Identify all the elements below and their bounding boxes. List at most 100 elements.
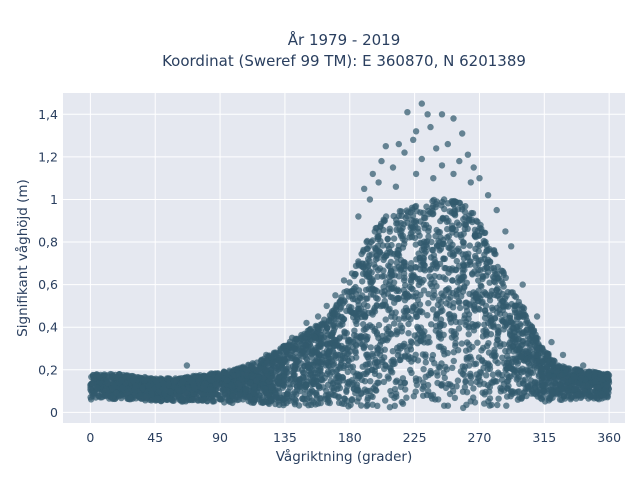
data-point [497, 384, 504, 392]
data-point [518, 353, 525, 361]
data-point [322, 327, 330, 335]
data-point [458, 293, 465, 300]
data-point [242, 366, 250, 373]
data-point [470, 394, 477, 401]
data-point [470, 164, 477, 171]
data-point [391, 272, 398, 279]
data-point [411, 332, 418, 339]
data-point [298, 360, 305, 367]
data-point [288, 334, 296, 341]
data-point [422, 373, 429, 380]
data-point [378, 157, 385, 165]
data-point [417, 307, 424, 314]
data-point [348, 293, 355, 300]
data-point [221, 399, 228, 406]
data-point [162, 387, 169, 394]
data-point [248, 372, 255, 380]
data-point [290, 391, 297, 398]
data-point [400, 270, 408, 277]
data-point [330, 321, 338, 328]
data-point [386, 404, 394, 411]
data-point [422, 359, 429, 366]
data-point [420, 331, 427, 338]
y-tick-label: 0,4 [38, 320, 58, 335]
data-point [449, 304, 457, 311]
data-point [491, 349, 498, 356]
data-point [275, 373, 283, 381]
data-point [372, 244, 379, 252]
data-point [352, 349, 359, 356]
data-point [424, 312, 431, 319]
data-point [469, 270, 476, 277]
data-point [407, 366, 414, 374]
data-point [493, 341, 500, 348]
data-point [412, 302, 419, 309]
data-point [359, 270, 367, 277]
data-point [517, 322, 524, 329]
data-point [109, 385, 116, 392]
data-point [365, 270, 372, 277]
data-point [369, 285, 376, 292]
data-point [384, 373, 391, 380]
data-point [277, 346, 284, 354]
data-point [519, 281, 526, 288]
data-point [435, 228, 442, 236]
data-point [460, 404, 467, 412]
data-point [437, 304, 445, 311]
data-point [395, 287, 402, 295]
data-point [305, 343, 312, 350]
data-point [399, 244, 407, 251]
data-point [319, 340, 326, 347]
data-point [127, 394, 134, 402]
data-point [387, 258, 395, 266]
data-point [323, 335, 331, 342]
data-point [489, 306, 497, 313]
data-point [238, 376, 245, 383]
data-point [378, 273, 386, 280]
data-point [417, 209, 424, 216]
data-point [401, 313, 408, 320]
data-point [455, 298, 462, 305]
data-point [331, 315, 338, 323]
data-point [481, 229, 488, 236]
data-point [441, 205, 448, 213]
data-point [467, 261, 474, 268]
data-point [366, 242, 373, 250]
data-points [87, 100, 613, 412]
data-point [448, 245, 455, 252]
data-point [118, 377, 125, 384]
data-point [483, 342, 491, 350]
data-point [534, 335, 541, 342]
data-point [461, 225, 468, 233]
data-point [371, 304, 378, 312]
data-point [603, 381, 610, 389]
data-point [494, 369, 502, 376]
data-point [427, 123, 434, 131]
data-point [494, 401, 501, 409]
data-point [361, 185, 368, 192]
data-point [463, 339, 471, 346]
data-point [382, 362, 389, 370]
data-point [407, 338, 415, 345]
data-point [413, 313, 420, 320]
data-point [597, 371, 604, 378]
data-point [251, 387, 258, 395]
data-point [425, 290, 432, 298]
data-point [145, 382, 152, 389]
data-point [160, 380, 167, 387]
data-point [472, 252, 479, 260]
data-point [498, 376, 506, 383]
data-point [208, 376, 216, 383]
data-point [402, 386, 409, 393]
data-point [437, 245, 445, 253]
data-point [336, 299, 343, 306]
data-point [486, 297, 494, 304]
data-point [362, 325, 369, 333]
data-point [518, 342, 525, 349]
data-point [229, 392, 236, 400]
data-point [542, 381, 549, 389]
data-point [360, 321, 367, 328]
data-point [272, 364, 279, 372]
data-point [382, 213, 390, 220]
data-point [371, 370, 379, 378]
